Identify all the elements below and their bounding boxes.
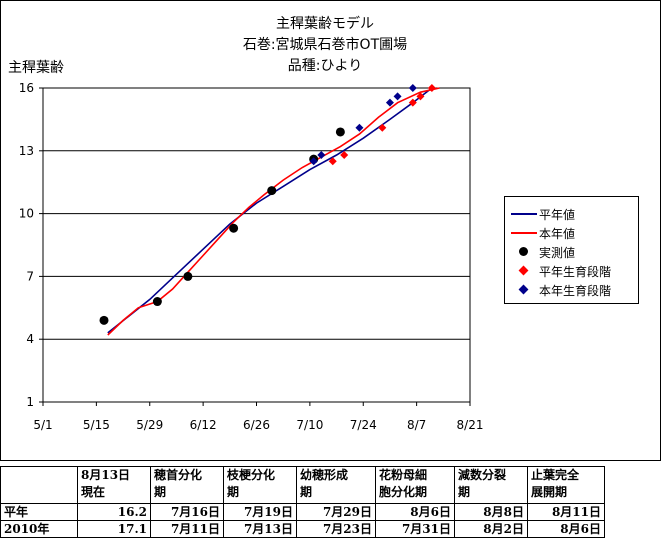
x-tick-label: 5/29 xyxy=(136,418,163,432)
series xyxy=(99,84,440,336)
table-cell: 8月2日 xyxy=(454,520,528,538)
table-header-row: 8月13日 現在 穂首分化 期枝梗分化 期幼穂形成 期花粉母細 胞分化期 減数分裂 … xyxy=(0,466,605,504)
y-axis-label: 主稈葉齢 xyxy=(8,60,64,76)
chart-title-line-2: 石巻:宮城県石巻市OT圃場 xyxy=(242,37,408,53)
legend-key xyxy=(505,243,539,261)
legend-marker-swatch xyxy=(519,247,528,256)
table-cell: 17.1 xyxy=(77,520,151,538)
x-tick-label: 7/24 xyxy=(350,418,377,432)
table-cell: 7月13日 xyxy=(223,520,297,538)
legend-key xyxy=(505,224,539,242)
data-point-measured xyxy=(267,186,277,196)
data-point-stage xyxy=(378,123,387,132)
y-tick-label: 4 xyxy=(26,332,34,346)
table-header-cell: 花粉母細 胞分化期 xyxy=(375,466,455,504)
legend-label: 本年生育段階 xyxy=(539,283,612,298)
y-tick-label: 10 xyxy=(19,207,34,221)
leaf-age-chart: 1 4 7 10 13 16 5/1 5/15 5/29 6/12 6/26 7/10 7/24 8/7… xyxy=(19,81,484,432)
y-tick-label: 1 xyxy=(26,395,34,409)
x-tick-labels: 5/1 5/15 5/29 6/12 6/26 7/10 7/24 8/7 8/21 xyxy=(33,402,483,432)
legend-line-swatch xyxy=(511,232,537,234)
data-point-measured xyxy=(99,315,109,325)
x-tick-label: 5/1 xyxy=(33,418,52,432)
data-point-stage xyxy=(416,92,425,101)
table-cell: 8月6日 xyxy=(375,503,455,521)
y-tick-label: 13 xyxy=(19,144,34,158)
data-point-measured xyxy=(229,223,239,233)
table-cell: 7月16日 xyxy=(150,503,224,521)
legend-label: 平年値 xyxy=(539,207,576,222)
plot-area xyxy=(42,87,471,403)
y-tick-labels: 1 4 7 10 13 16 xyxy=(19,81,43,409)
x-tick-label: 8/7 xyxy=(407,418,426,432)
table-cell: 7月29日 xyxy=(296,503,376,521)
legend-label: 本年値 xyxy=(539,226,576,241)
data-point-stage xyxy=(340,150,349,159)
legend-item: 本年生育段階 xyxy=(505,281,640,299)
data-point-stage xyxy=(385,98,394,107)
table-header-cell: 穂首分化 期 xyxy=(150,466,224,504)
chart-title-line-1: 主稈葉齢モデル xyxy=(276,16,374,32)
x-tick-label: 5/15 xyxy=(83,418,110,432)
table-row-header: 平年 xyxy=(0,503,78,521)
table-cell: 7月23日 xyxy=(296,520,376,538)
gridlines xyxy=(43,150,470,340)
legend-item: 本年値 xyxy=(505,224,640,242)
table-header-cell: 8月13日 現在 xyxy=(77,466,151,504)
y-tick-label: 7 xyxy=(26,269,34,283)
legend-key xyxy=(505,281,539,299)
data-point-stage xyxy=(393,92,402,101)
x-tick-label: 8/21 xyxy=(457,418,484,432)
data-point-stage xyxy=(427,84,436,92)
legend-line-swatch xyxy=(511,213,537,215)
legend-marker-swatch xyxy=(518,284,529,295)
y-tick-label: 16 xyxy=(19,81,34,95)
table-header-cell: 止葉完全 展開期 xyxy=(527,466,605,504)
table-row: 2010年 17.1 7月11日 7月13日 7月23日 7月31日 8月2日 8月6日 xyxy=(0,520,605,538)
legend-key xyxy=(505,262,539,280)
x-tick-label: 6/26 xyxy=(243,418,270,432)
legend-label: 平年生育段階 xyxy=(539,264,612,279)
table-cell: 7月19日 xyxy=(223,503,297,521)
data-point-stage xyxy=(309,157,318,166)
legend-item: 平年値 xyxy=(505,205,640,223)
table-cell: 7月11日 xyxy=(150,520,224,538)
data-point-stage xyxy=(408,98,417,107)
table-cell: 8月8日 xyxy=(454,503,528,521)
legend-label: 実測値 xyxy=(539,245,576,260)
legend-item: 実測値 xyxy=(505,243,640,261)
growth-stage-table: 8月13日 現在 穂首分化 期枝梗分化 期幼穂形成 期花粉母細 胞分化期 減数分裂 … xyxy=(0,466,605,538)
chart-frame xyxy=(0,0,661,461)
x-tick-label: 7/10 xyxy=(296,418,323,432)
data-point-stage xyxy=(328,157,337,166)
table-cell: 8月11日 xyxy=(527,503,605,521)
table-header-cell: 枝梗分化 期 xyxy=(223,466,297,504)
data-point-stage xyxy=(355,123,364,132)
legend-marker-swatch xyxy=(518,265,529,276)
table-row-header: 2010年 xyxy=(0,520,78,538)
legend-key xyxy=(505,205,539,223)
data-point-stage xyxy=(317,150,326,159)
legend: 平年値本年値実測値平年生育段階 本年生育段階 xyxy=(504,196,639,304)
data-point-measured xyxy=(335,127,345,137)
table-header-cell xyxy=(0,466,78,504)
table-header-cell: 減数分裂 期 xyxy=(454,466,528,504)
data-point-stage xyxy=(408,84,417,92)
x-tick-label: 6/12 xyxy=(190,418,217,432)
data-point-measured xyxy=(152,297,162,307)
chart-title-line-3: 品種:ひより xyxy=(287,58,363,74)
series-line-0 xyxy=(107,87,433,334)
table-cell: 7月31日 xyxy=(375,520,455,538)
data-point-measured xyxy=(183,271,193,281)
table-cell: 8月6日 xyxy=(527,520,605,538)
table-header-cell: 幼穂形成 期 xyxy=(296,466,376,504)
legend-item: 平年生育段階 xyxy=(505,262,640,280)
table-cell: 16.2 xyxy=(77,503,151,521)
table-row: 平年 16.2 7月16日 7月19日 7月29日 8月6日 8月8日 8月11日 xyxy=(0,503,605,521)
